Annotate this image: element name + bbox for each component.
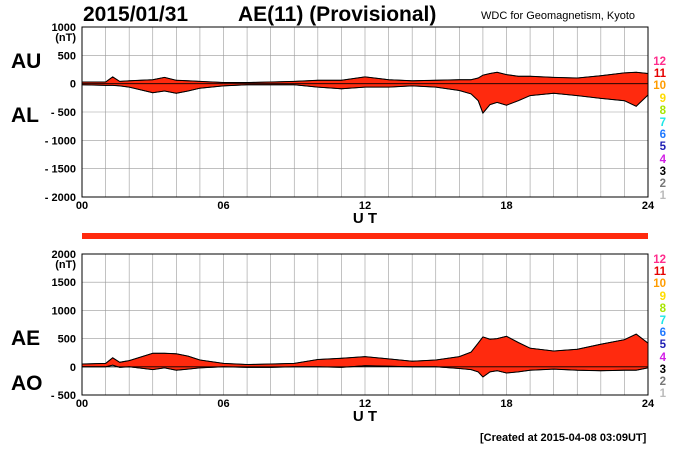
- series-line-ao: [82, 364, 649, 378]
- y-unit-label: (nT): [55, 32, 76, 44]
- station-key-11: 11: [653, 266, 666, 279]
- station-key-8: 8: [659, 104, 666, 117]
- series-line-al: [81, 84, 649, 115]
- al-label: AL: [11, 104, 39, 127]
- x-tick-label: 12: [359, 398, 371, 410]
- station-key-5: 5: [659, 141, 666, 154]
- station-key-5: 5: [659, 339, 666, 352]
- station-key-top: 12 11 10 9 8 7 6 5 4 3 2 1: [640, 56, 666, 202]
- data-source: WDC for Geomagnetism, Kyoto: [481, 10, 636, 22]
- x-tick-label: 00: [76, 200, 88, 212]
- y-tick-label: 2000: [52, 249, 76, 261]
- station-key-7: 7: [659, 315, 666, 327]
- ae-label: AE: [11, 327, 41, 350]
- station-key-7: 7: [659, 117, 666, 129]
- station-key-12: 12: [653, 56, 666, 68]
- station-key-11: 11: [653, 68, 666, 81]
- au-label: AU: [11, 50, 42, 73]
- x-axis-label: U T: [353, 408, 377, 425]
- x-tick-label: 12: [359, 200, 371, 212]
- x-tick-label: 24: [642, 200, 655, 212]
- plot-date: 2015/01/31: [83, 3, 189, 26]
- station-key-1: 1: [659, 190, 666, 203]
- x-tick-label: 00: [76, 398, 88, 410]
- y-unit-label: (nT): [55, 259, 76, 271]
- x-tick-label: 24: [642, 398, 655, 410]
- x-axis-label: U T: [353, 210, 377, 227]
- station-key-bottom: 12 11 10 9 8 7 6 5 4 3 2 1: [640, 254, 666, 400]
- x-tick-label: 18: [500, 398, 512, 410]
- y-tick-label: - 1000: [45, 135, 76, 147]
- station-key-10: 10: [653, 278, 666, 291]
- series-line-ae: [81, 333, 649, 366]
- ao-label: AO: [11, 372, 43, 395]
- plot-frame: [81, 253, 649, 396]
- station-key-3: 3: [659, 363, 666, 376]
- y-tick-label: - 500: [51, 390, 76, 402]
- station-key-3: 3: [659, 165, 666, 178]
- station-key-2: 2: [659, 178, 666, 190]
- y-tick-label: 1500: [52, 277, 76, 289]
- station-key-1: 1: [659, 388, 666, 401]
- plot-title: AE(11) (Provisional): [238, 3, 437, 26]
- y-tick-label: 1000: [52, 305, 76, 317]
- station-key-9: 9: [659, 92, 666, 105]
- station-key-9: 9: [659, 290, 666, 303]
- plot-frame: [81, 26, 649, 198]
- y-tick-label: - 500: [51, 107, 76, 119]
- station-key-4: 4: [659, 351, 666, 364]
- y-tick-label: - 2000: [45, 192, 76, 204]
- y-tick-label: 1000: [52, 22, 76, 34]
- station-key-6: 6: [659, 327, 666, 340]
- y-tick-label: 500: [58, 50, 76, 62]
- series-line-au: [82, 71, 649, 83]
- station-key-2: 2: [659, 376, 666, 388]
- x-tick-label: 06: [217, 200, 229, 212]
- y-tick-label: 0: [70, 79, 76, 91]
- station-key-12: 12: [653, 254, 666, 266]
- separator-bar: [82, 233, 648, 239]
- x-tick-label: 18: [500, 200, 512, 212]
- station-key-10: 10: [653, 80, 666, 93]
- station-key-6: 6: [659, 129, 666, 142]
- created-timestamp: [Created at 2015-04-08 03:09UT]: [480, 432, 647, 444]
- station-key-8: 8: [659, 302, 666, 315]
- station-key-4: 4: [659, 153, 666, 166]
- x-tick-label: 06: [217, 398, 229, 410]
- y-tick-label: 0: [70, 362, 76, 374]
- y-tick-label: 500: [58, 334, 76, 346]
- y-tick-label: - 1500: [45, 164, 76, 176]
